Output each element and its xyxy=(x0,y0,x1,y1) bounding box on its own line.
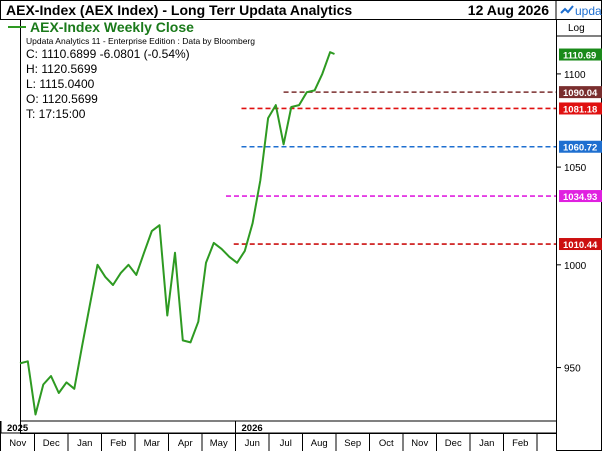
reference-value-tag-bg xyxy=(559,86,602,99)
value-tags: 1090.04 1081.18 1060.72 1034.93 1010.44 1110.… xyxy=(559,48,602,251)
x-tick-label: Nov xyxy=(411,438,428,449)
ohlc-line: T: 17:15:00 xyxy=(26,107,86,121)
y-tick-label: 950 xyxy=(564,364,581,375)
reference-value-tag-bg xyxy=(559,102,602,115)
x-tick-label: Jul xyxy=(280,438,292,449)
x-tick-label: Aug xyxy=(311,438,328,449)
updata-logo-icon xyxy=(560,5,574,14)
x-tick-label: Jan xyxy=(479,438,494,449)
last-value-tag-bg xyxy=(559,48,602,61)
scale-mode-label: Log xyxy=(568,23,585,34)
reference-value-tag: 1060.72 xyxy=(563,143,597,154)
series-group xyxy=(19,51,335,416)
x-tick-label: Feb xyxy=(110,438,126,449)
x-tick-label: Jan xyxy=(77,438,92,449)
ohlc-line: L: 1115.0400 xyxy=(26,77,95,91)
y-tick-label: 1100 xyxy=(564,70,586,81)
plot-area xyxy=(20,19,557,434)
y-tick-label: 1000 xyxy=(564,261,587,272)
ohlc-line: H: 1120.5699 xyxy=(26,62,97,76)
reference-value-tag: 1081.18 xyxy=(563,104,597,115)
x-tick-label: Jun xyxy=(245,438,260,449)
year-label: 2026 xyxy=(242,423,263,434)
year-label: 2025 xyxy=(7,423,29,434)
reference-value-tag: 1034.93 xyxy=(563,192,597,203)
brand-name: updata xyxy=(575,4,602,18)
reference-value-tag-bg xyxy=(559,190,602,203)
x-tick-label: Mar xyxy=(144,438,160,449)
x-tick-label: Feb xyxy=(512,438,528,449)
header-date: 12 Aug 2026 xyxy=(468,2,549,18)
ohlc-line: O: 1120.5699 xyxy=(26,92,98,106)
x-tick-label: Dec xyxy=(445,438,462,449)
x-tick-label: Dec xyxy=(43,438,60,449)
chart-title: AEX-Index (AEX Index) - Long Terr Updata… xyxy=(6,2,352,18)
x-tick-label: Nov xyxy=(9,438,26,449)
x-tick-label: Oct xyxy=(379,438,394,449)
x-tick-label: May xyxy=(210,438,228,449)
x-tick-label: Apr xyxy=(178,438,193,449)
x-axis: Nov Dec Jan Feb Mar Apr May Jun Jul Aug Sep Oct Nov D… xyxy=(0,421,538,451)
reference-value-tag-bg xyxy=(559,238,602,251)
x-tick-label: Sep xyxy=(344,438,361,449)
y-tick-label: 1050 xyxy=(564,163,587,174)
legend-series-name: AEX-Index Weekly Close xyxy=(30,19,194,35)
edition-line: Updata Analytics 11 - Enterprise Edition… xyxy=(26,36,255,46)
reference-value-tag-bg xyxy=(559,140,602,153)
reference-lines xyxy=(225,91,556,245)
reference-value-tag: 1010.44 xyxy=(563,240,598,251)
legend-block: AEX-Index Weekly Close Updata Analytics … xyxy=(8,19,255,121)
series-line xyxy=(19,51,335,416)
y-axis-panel xyxy=(556,19,602,451)
y-axis: 950 1000 1050 1100 xyxy=(556,70,587,375)
ohlc-line: C: 1110.6899 -6.0801 (-0.54%) xyxy=(26,47,190,61)
last-value-tag: 1110.69 xyxy=(563,51,596,62)
reference-value-tag: 1090.04 xyxy=(563,88,598,99)
